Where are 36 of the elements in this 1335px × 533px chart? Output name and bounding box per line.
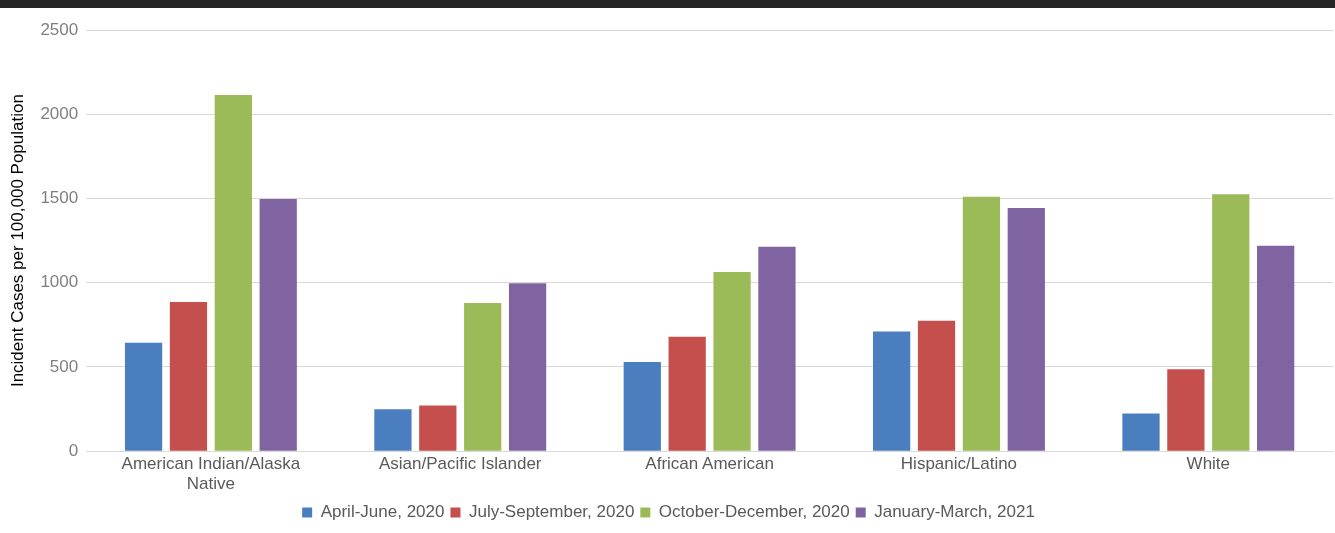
bar bbox=[1212, 194, 1250, 451]
bar bbox=[873, 331, 911, 451]
y-tick-label: 0 bbox=[68, 440, 79, 460]
bar bbox=[758, 246, 796, 451]
y-tick-label: 500 bbox=[49, 356, 79, 376]
legend-label: January-March, 2021 bbox=[874, 502, 1035, 522]
bar bbox=[214, 95, 252, 451]
bar bbox=[917, 320, 956, 451]
legend-label: April-June, 2020 bbox=[320, 502, 445, 522]
bar bbox=[419, 405, 457, 451]
bar bbox=[259, 198, 297, 451]
bar bbox=[962, 196, 1001, 451]
bar bbox=[1257, 245, 1295, 451]
legend-label: October-December, 2020 bbox=[658, 502, 850, 522]
legend-label: July-September, 2020 bbox=[468, 502, 635, 522]
x-tick-label: African American bbox=[645, 454, 774, 474]
bar bbox=[623, 362, 661, 451]
bar bbox=[668, 336, 706, 451]
bar bbox=[713, 271, 751, 451]
bar bbox=[1167, 369, 1205, 451]
x-tick-label: White bbox=[1186, 454, 1231, 474]
y-axis-title: Incident Cases per 100,000 Population bbox=[7, 94, 27, 388]
bar bbox=[464, 302, 502, 451]
x-tick-label: Asian/Pacific Islander bbox=[378, 454, 542, 474]
bar bbox=[374, 409, 412, 451]
y-tick-label: 2000 bbox=[40, 103, 79, 123]
bar bbox=[508, 283, 547, 451]
bar bbox=[1007, 207, 1045, 451]
y-tick-label: 2500 bbox=[40, 19, 79, 39]
bar bbox=[1122, 413, 1160, 451]
bar bbox=[169, 301, 208, 451]
bar bbox=[124, 342, 163, 451]
y-tick-label: 1000 bbox=[40, 272, 79, 292]
x-tick-label: Hispanic/Latino bbox=[900, 454, 1018, 474]
x-tick-label: American Indian/Alaska Native bbox=[121, 454, 301, 494]
y-tick-label: 1500 bbox=[40, 188, 79, 208]
